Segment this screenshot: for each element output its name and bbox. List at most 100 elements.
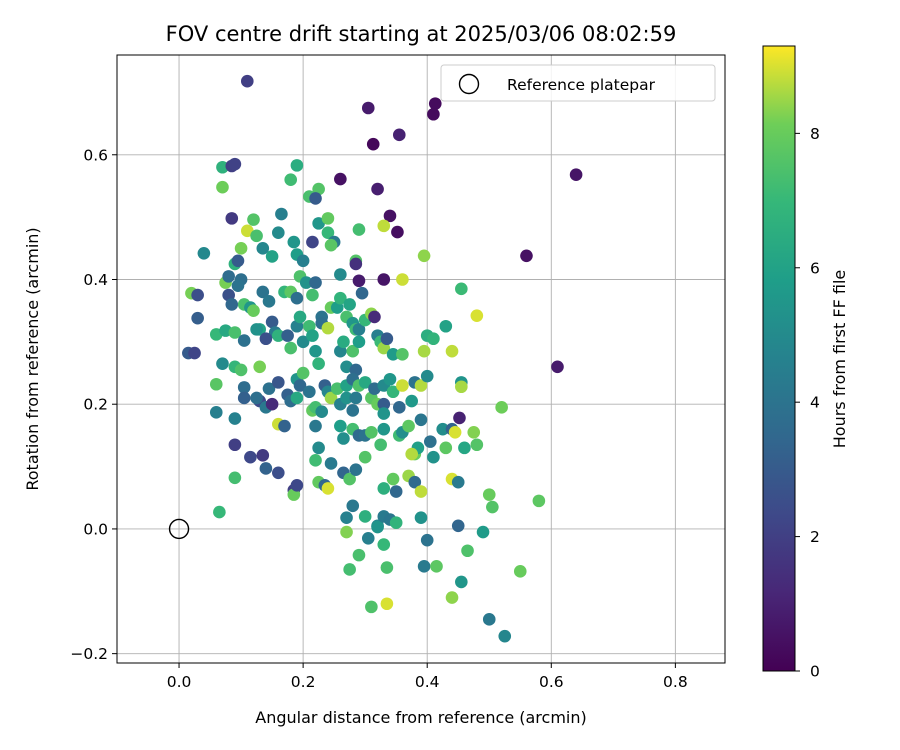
data-point bbox=[414, 379, 428, 392]
data-point bbox=[321, 212, 335, 225]
data-point bbox=[216, 357, 229, 370]
data-point bbox=[309, 276, 322, 289]
data-point bbox=[296, 254, 310, 268]
data-point bbox=[389, 485, 403, 498]
data-point bbox=[296, 366, 310, 380]
data-point bbox=[445, 344, 459, 358]
data-point bbox=[352, 323, 366, 336]
data-point bbox=[284, 173, 298, 187]
data-point bbox=[352, 548, 366, 562]
data-point bbox=[231, 279, 245, 293]
data-point bbox=[532, 494, 546, 508]
data-point bbox=[430, 560, 443, 573]
data-point bbox=[321, 321, 335, 335]
data-point bbox=[368, 310, 381, 324]
data-point bbox=[247, 304, 260, 317]
data-point bbox=[324, 391, 338, 405]
data-point bbox=[455, 575, 468, 589]
data-point bbox=[513, 565, 527, 578]
data-point bbox=[237, 391, 251, 405]
data-point bbox=[455, 380, 468, 394]
data-point bbox=[306, 288, 319, 302]
plot-frame bbox=[116, 54, 726, 664]
data-point bbox=[420, 533, 434, 547]
data-point bbox=[439, 319, 453, 333]
data-point bbox=[287, 235, 301, 249]
data-point bbox=[265, 315, 279, 329]
data-point bbox=[250, 229, 263, 243]
data-point bbox=[427, 450, 440, 464]
data-point bbox=[405, 447, 418, 461]
colorbar: 0 2 4 6 8 Hours from first FF file bbox=[762, 45, 849, 681]
x-tick-label: 0.4 bbox=[415, 673, 440, 691]
data-point bbox=[209, 377, 223, 391]
data-point bbox=[324, 457, 338, 470]
data-point bbox=[272, 329, 285, 342]
y-tick-label: 0.0 bbox=[83, 520, 108, 538]
x-axis-ticks: 0.0 0.2 0.4 0.6 0.8 bbox=[167, 663, 688, 691]
data-point bbox=[396, 273, 409, 286]
data-point bbox=[228, 157, 242, 171]
data-points bbox=[182, 74, 583, 643]
data-point bbox=[272, 466, 285, 480]
data-point bbox=[417, 344, 431, 358]
data-point bbox=[225, 298, 239, 311]
data-point bbox=[281, 329, 294, 342]
data-point bbox=[312, 357, 325, 370]
data-point bbox=[284, 341, 298, 355]
data-point bbox=[383, 372, 397, 386]
data-point bbox=[340, 525, 353, 539]
data-point bbox=[467, 425, 481, 439]
legend-label: Reference platepar bbox=[507, 76, 656, 94]
data-point bbox=[253, 360, 266, 374]
data-point bbox=[392, 401, 406, 414]
data-point bbox=[306, 235, 319, 249]
data-point bbox=[371, 520, 384, 534]
data-point bbox=[366, 137, 380, 151]
data-point bbox=[290, 159, 304, 172]
data-point bbox=[551, 360, 564, 374]
data-point bbox=[377, 273, 391, 286]
data-point bbox=[343, 472, 356, 486]
data-point bbox=[377, 407, 391, 420]
data-point bbox=[448, 425, 462, 439]
colorbar-gradient bbox=[762, 45, 796, 672]
colorbar-tick-label: 8 bbox=[810, 125, 820, 143]
data-point bbox=[321, 482, 335, 495]
data-point bbox=[272, 226, 285, 240]
data-point bbox=[377, 397, 391, 411]
data-point bbox=[346, 344, 360, 358]
data-point bbox=[231, 254, 245, 268]
data-point bbox=[352, 223, 366, 236]
data-point bbox=[275, 207, 288, 221]
colorbar-tick-label: 6 bbox=[810, 259, 820, 277]
data-point bbox=[427, 107, 440, 121]
data-point bbox=[355, 286, 369, 300]
data-point bbox=[392, 128, 406, 142]
data-point bbox=[380, 597, 394, 611]
data-point bbox=[309, 454, 322, 467]
data-point bbox=[380, 332, 394, 346]
data-point bbox=[386, 472, 400, 486]
data-point bbox=[476, 525, 490, 539]
data-point bbox=[482, 488, 496, 501]
data-point bbox=[424, 435, 437, 448]
y-axis-ticks: −0.2 0.0 0.2 0.4 0.6 bbox=[70, 146, 117, 663]
data-point bbox=[377, 219, 391, 233]
data-point bbox=[303, 385, 316, 399]
data-point bbox=[420, 369, 434, 383]
data-point bbox=[343, 298, 356, 311]
data-point bbox=[470, 438, 484, 452]
data-point bbox=[222, 270, 235, 283]
data-point bbox=[470, 309, 484, 322]
legend-box bbox=[440, 64, 716, 102]
data-point bbox=[244, 450, 257, 464]
data-point bbox=[334, 419, 347, 433]
data-point bbox=[290, 391, 304, 405]
data-point bbox=[237, 381, 251, 394]
colorbar-tick-label: 4 bbox=[810, 394, 820, 412]
data-point bbox=[377, 422, 391, 436]
data-point bbox=[213, 505, 226, 519]
data-point bbox=[306, 329, 319, 342]
